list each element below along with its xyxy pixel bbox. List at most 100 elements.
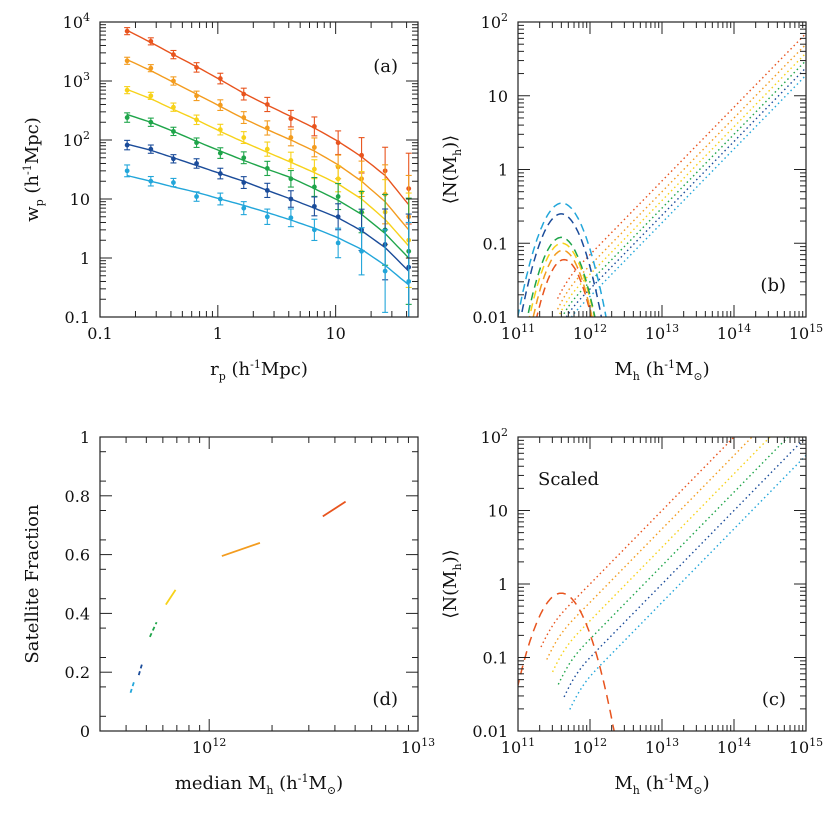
panel-d-plot-area bbox=[129, 500, 347, 694]
panel-a-wp-correlation: 0.1 1 10 0.1 1 10 102 103 104 rp (h-1Mpc) wp (h-1M… bbox=[21, 11, 419, 383]
panel-c-hod-scaled: 1011 1012 1013 1014 1015 0.01 0.1 1 10 102 Mh (h-1… bbox=[440, 426, 823, 797]
data-point bbox=[264, 125, 270, 131]
panel-a-ylabel: wp (h-1Mpc) bbox=[21, 117, 46, 222]
panel-a-panel-label: (a) bbox=[373, 56, 398, 77]
fraction-segment bbox=[129, 679, 136, 694]
data-point bbox=[124, 168, 130, 174]
fraction-segment bbox=[322, 500, 347, 518]
panel-c-xtick-label: 1014 bbox=[717, 736, 751, 757]
data-point bbox=[241, 155, 247, 161]
panel-a-ytick-label: 1 bbox=[80, 249, 90, 268]
panel-c-panel-label: (c) bbox=[762, 689, 786, 710]
data-point bbox=[148, 38, 154, 44]
panel-b-xtick-label: 1011 bbox=[501, 322, 535, 343]
data-point bbox=[288, 196, 294, 202]
data-point bbox=[311, 203, 317, 209]
data-point bbox=[194, 93, 199, 99]
panel-d-ylabel: Satellite Fraction bbox=[22, 504, 43, 664]
central-curve bbox=[520, 213, 603, 317]
data-point bbox=[171, 156, 176, 162]
panel-a-ytick-label: 103 bbox=[63, 70, 90, 91]
data-point bbox=[194, 65, 199, 70]
fraction-segment bbox=[221, 541, 261, 557]
data-point bbox=[288, 135, 294, 140]
data-point bbox=[335, 140, 341, 146]
satellite-curve bbox=[563, 437, 806, 698]
central-curve bbox=[518, 592, 615, 731]
panel-c-ytick-label: 10 bbox=[488, 502, 508, 521]
data-point bbox=[124, 142, 130, 148]
panel-c-annotation: Scaled bbox=[538, 469, 599, 490]
central-curve bbox=[536, 258, 593, 317]
panel-a-ytick-label: 102 bbox=[63, 129, 90, 150]
data-point bbox=[217, 127, 223, 133]
data-point bbox=[335, 194, 341, 199]
satellite-curve bbox=[556, 43, 806, 310]
data-point bbox=[241, 115, 247, 120]
data-point bbox=[217, 171, 223, 176]
satellite-curve bbox=[557, 52, 806, 317]
fraction-segment bbox=[149, 621, 158, 638]
central-curve bbox=[518, 202, 607, 317]
panel-a-xtick-label: 10 bbox=[325, 324, 345, 343]
panel-a-ytick-label: 0.1 bbox=[65, 308, 90, 327]
data-point bbox=[171, 78, 176, 84]
data-point bbox=[194, 161, 199, 166]
data-point bbox=[194, 140, 199, 146]
panel-a-ytick-label: 10 bbox=[70, 190, 90, 209]
data-point bbox=[124, 58, 130, 64]
data-point bbox=[217, 102, 223, 108]
panel-c-ytick-label: 0.01 bbox=[472, 722, 508, 741]
panel-c-ytick-label: 102 bbox=[481, 426, 508, 447]
satellite-curve bbox=[546, 437, 753, 660]
data-point bbox=[241, 205, 247, 211]
central-curve bbox=[532, 249, 593, 317]
panel-b-hod: 1011 1012 1013 1014 1015 0.01 0.1 1 10 102 Mh (h-1… bbox=[440, 11, 823, 383]
data-point bbox=[288, 116, 294, 122]
panel-c-xtick-label: 1012 bbox=[573, 736, 607, 757]
panel-c-xlabel: Mh (h-1M⊙) bbox=[614, 772, 709, 797]
satellite-curve bbox=[569, 454, 806, 710]
panel-b-ytick-label: 10 bbox=[488, 87, 508, 106]
satellite-curve bbox=[570, 74, 806, 317]
data-point bbox=[171, 128, 176, 134]
panel-d-ytick-label: 0 bbox=[80, 722, 90, 741]
panel-d-ytick-label: 0.8 bbox=[65, 487, 90, 506]
data-point bbox=[288, 176, 294, 182]
data-point bbox=[382, 268, 388, 274]
data-point bbox=[124, 28, 130, 34]
data-point bbox=[264, 166, 270, 171]
panel-c-xtick-label: 1013 bbox=[645, 736, 679, 757]
panel-d-ytick-label: 1 bbox=[80, 428, 90, 447]
data-point bbox=[194, 194, 199, 199]
panel-b-ytick-label: 0.01 bbox=[472, 308, 508, 327]
panel-b-ytick-label: 0.1 bbox=[483, 234, 508, 253]
data-point bbox=[311, 184, 317, 190]
data-point bbox=[335, 240, 341, 246]
data-point bbox=[148, 178, 154, 184]
model-line-bin2 bbox=[126, 59, 410, 231]
data-point bbox=[335, 176, 341, 182]
panel-b-frame bbox=[517, 21, 807, 318]
data-point bbox=[406, 279, 412, 284]
panel-b-xtick-label: 1012 bbox=[573, 322, 607, 343]
fraction-segment bbox=[137, 661, 144, 676]
panel-c-ytick-label: 0.1 bbox=[483, 649, 508, 668]
panel-d-satellite-fraction: 1012 1013 0 0.2 0.4 0.6 0.8 1 median Mh (h-1M⊙) S… bbox=[22, 428, 435, 797]
model-line-bin1 bbox=[126, 29, 410, 206]
panel-c-ytick-label: 1 bbox=[498, 575, 508, 594]
panel-b-plot-area bbox=[518, 32, 806, 317]
satellite-curve bbox=[556, 32, 806, 299]
panel-b-xtick-label: 1015 bbox=[789, 322, 823, 343]
data-point bbox=[241, 135, 247, 140]
satellite-curve bbox=[561, 60, 806, 317]
panel-b-xlabel: Mh (h-1M⊙) bbox=[614, 358, 709, 383]
data-point bbox=[311, 124, 317, 129]
data-point bbox=[148, 93, 154, 99]
panel-c-ylabel: ⟨N(Mh)⟩ bbox=[440, 549, 464, 618]
panel-a-xtick-label: 0.1 bbox=[87, 324, 112, 343]
data-point bbox=[288, 215, 294, 221]
data-point bbox=[148, 119, 154, 125]
panel-b-xtick-label: 1013 bbox=[645, 322, 679, 343]
